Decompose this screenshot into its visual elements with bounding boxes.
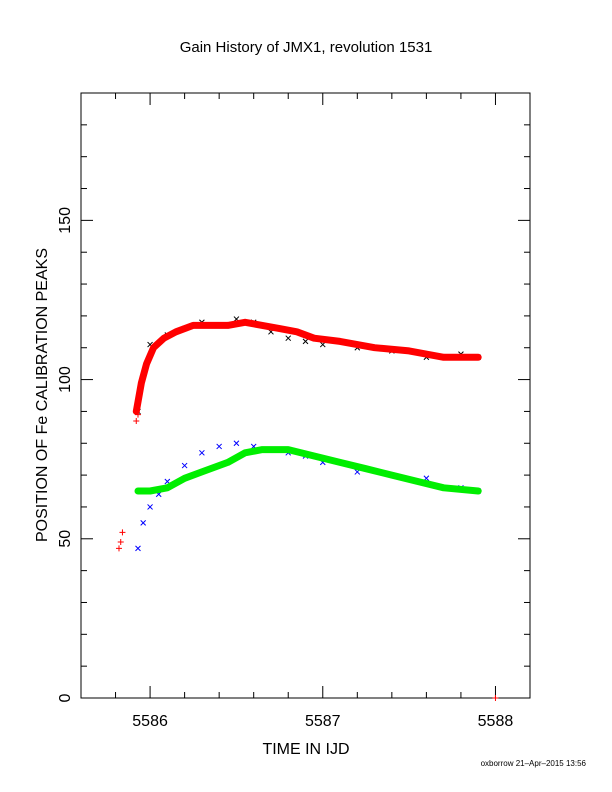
axis-tick-labels: 5586 5587 5588 0 50 100 150 xyxy=(57,207,513,730)
data-point xyxy=(135,545,141,552)
data-point xyxy=(492,695,499,701)
plot-frame xyxy=(80,92,531,699)
data-point xyxy=(119,529,126,536)
y-tick-label: 100 xyxy=(57,366,74,393)
data-point xyxy=(302,338,309,345)
series-line xyxy=(134,446,482,495)
y-tick-label: 150 xyxy=(57,207,74,234)
data-point xyxy=(199,449,205,456)
x-tick-label: 5586 xyxy=(132,713,168,730)
x-axis-label: TIME IN IJD xyxy=(262,741,349,758)
data-point xyxy=(133,417,140,424)
series-2 xyxy=(115,411,499,701)
data-point xyxy=(147,504,153,510)
y-tick-label: 0 xyxy=(57,693,74,702)
series-1 xyxy=(132,318,482,415)
data-point xyxy=(117,538,124,545)
data-point xyxy=(233,440,240,447)
data-point xyxy=(115,545,122,552)
series-line xyxy=(132,318,482,415)
footer-credit: oxborrow 21–Apr–2015 13:56 xyxy=(481,759,587,768)
y-axis-label: POSITION OF Fe CALIBRATION PEAKS xyxy=(34,248,51,542)
data-point xyxy=(140,520,147,526)
data-point xyxy=(216,443,223,450)
data-point xyxy=(181,462,188,469)
chart-title: Gain History of JMX1, revolution 1531 xyxy=(180,39,433,56)
x-tick-label: 5588 xyxy=(478,713,514,730)
series-4 xyxy=(134,446,482,495)
data-point xyxy=(285,335,292,342)
axis-ticks xyxy=(80,92,531,699)
data-series xyxy=(115,316,499,701)
data-point xyxy=(134,411,141,418)
y-tick-label: 50 xyxy=(57,530,74,548)
x-tick-label: 5587 xyxy=(305,713,341,730)
